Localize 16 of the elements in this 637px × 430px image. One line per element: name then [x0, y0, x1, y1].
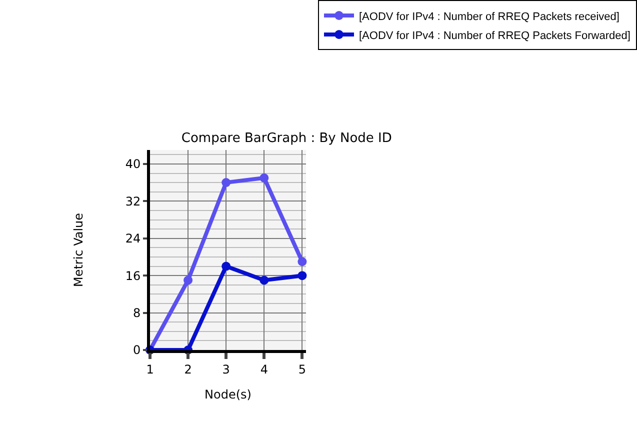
x-tick-label: 4: [260, 362, 268, 376]
legend-label: [AODV for IPv4 : Number of RREQ Packets Forwarded]: [359, 30, 630, 42]
x-tick-label: 2: [184, 362, 192, 376]
y-tick-label: 32: [125, 194, 141, 208]
y-tick-label: 0: [132, 343, 141, 358]
y-tick-label: 24: [125, 232, 141, 246]
x-tick-label: 3: [222, 362, 230, 376]
y-tick-label: 40: [125, 157, 141, 172]
y-tick-label: 8: [132, 306, 141, 320]
x-tick-label: 5: [298, 362, 306, 376]
y-axis-title: Metric Value: [72, 212, 86, 288]
y-tick-label: 16: [125, 268, 141, 283]
x-tick-label: 1: [146, 362, 154, 376]
legend-label: [AODV for IPv4 : Number of RREQ Packets received]: [359, 10, 620, 23]
x-axis-title: Node(s): [204, 387, 252, 402]
chart-title: Compare BarGraph : By Node ID: [181, 130, 392, 146]
